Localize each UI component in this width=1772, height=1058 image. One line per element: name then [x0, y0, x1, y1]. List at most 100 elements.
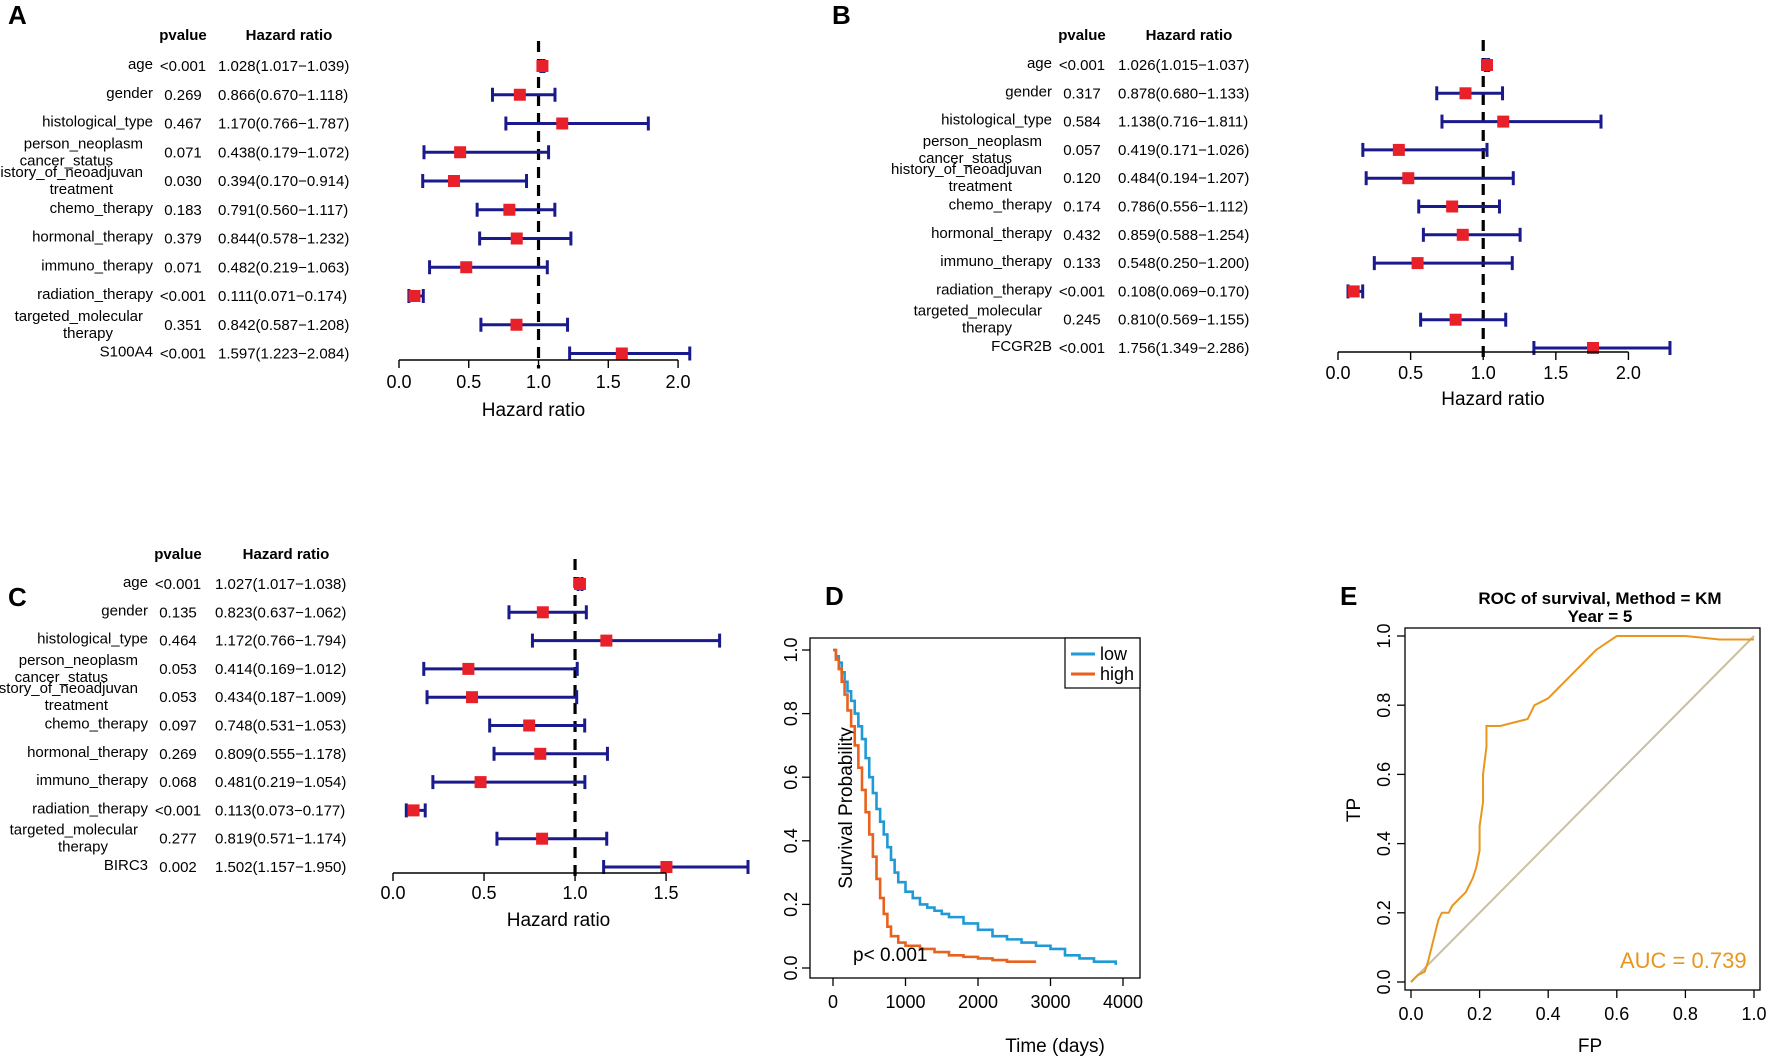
- panel-b-hr-point: [1459, 87, 1472, 100]
- km-plot-frame: [809, 637, 1141, 979]
- panel-c-hr-point: [573, 578, 586, 590]
- km-y-tick-label: 0.0: [781, 955, 801, 980]
- panel-a-row-hazard-ratio: 0.394(0.170−0.914): [218, 173, 349, 190]
- panel-b-row-hazard-ratio: 0.859(0.588−1.254): [1118, 227, 1249, 244]
- panel-b-x-axis-title: Hazard ratio: [1441, 389, 1545, 410]
- panel-a-row-hazard-ratio: 0.844(0.578−1.232): [218, 231, 349, 248]
- roc-y-tick-label: 0.8: [1374, 693, 1394, 718]
- panel-c-row-label-cont: cancer_status: [15, 669, 108, 686]
- panel-c-letter: C: [8, 582, 27, 612]
- km-x-tick-label: 1000: [885, 992, 925, 1012]
- panel-b-hr-point: [1587, 342, 1600, 354]
- panel-c-row-hazard-ratio: 1.027(1.017−1.038): [215, 576, 346, 593]
- panel-c-hr-point: [523, 719, 536, 732]
- panel-b-row-hazard-ratio: 1.756(1.349−2.286): [1118, 340, 1249, 357]
- panel-c-row-hazard-ratio: 0.414(0.169−1.012): [215, 661, 346, 678]
- panel-b-row-hazard-ratio: 1.026(1.015−1.037): [1118, 57, 1249, 74]
- panel-b-row-hazard-ratio: 0.810(0.569−1.155): [1118, 312, 1249, 329]
- panel-c-row-hazard-ratio: 0.809(0.555−1.178): [215, 746, 346, 763]
- panel-c-x-tick-label: 1.5: [654, 883, 679, 903]
- panel-a-hr-point: [510, 318, 523, 331]
- panel-a-row-pvalue: <0.001: [160, 346, 206, 363]
- panel-b-row-pvalue: 0.584: [1063, 114, 1101, 131]
- km-curve-high: [833, 648, 1036, 963]
- panel-a-x-tick-label: 0.5: [456, 372, 481, 392]
- km-x-tick-label: 2000: [958, 992, 998, 1012]
- panel-b-row-label: gender: [1005, 83, 1052, 100]
- panel-c-row-label: gender: [101, 602, 148, 619]
- panel-b-row-hazard-ratio: 0.484(0.194−1.207): [1118, 170, 1249, 187]
- panel-c-row-label: targeted_molecular: [10, 822, 138, 839]
- panel-c-hr-point: [466, 691, 479, 704]
- km-y-tick-label: 0.2: [781, 892, 801, 917]
- roc-y-tick-label: 0.4: [1374, 831, 1394, 856]
- panel-b-hr-point: [1449, 313, 1462, 326]
- roc-title: ROC of survival, Method = KM: [1478, 589, 1721, 608]
- panel-a-row-label-cont: cancer_status: [20, 152, 113, 169]
- panel-b-hr-point: [1497, 115, 1510, 128]
- panel-a-row-pvalue: 0.467: [164, 116, 202, 133]
- panel-a-row-label: gender: [106, 85, 153, 102]
- panel-b-row-label-cont: treatment: [949, 178, 1013, 195]
- panel-b-row-label: histological_type: [941, 112, 1052, 129]
- km-legend-label-high: high: [1100, 664, 1134, 684]
- panel-a-hr-point: [503, 203, 516, 216]
- panel-c-hr-point: [474, 776, 487, 789]
- panel-b-row-pvalue: 0.057: [1063, 142, 1101, 159]
- panel-c-row-hazard-ratio: 0.748(0.531−1.053): [215, 718, 346, 735]
- panel-a-row-hazard-ratio: 0.438(0.179−1.072): [218, 144, 349, 161]
- roc-diagonal-line: [1410, 635, 1755, 983]
- panel-a-pvalue-header: pvalue: [159, 27, 207, 44]
- panel-b-x-tick-label: 0.5: [1398, 363, 1423, 383]
- panel-c-row-pvalue: 0.053: [159, 689, 197, 706]
- panel-b-row-pvalue: <0.001: [1059, 57, 1105, 74]
- km-curve-low: [833, 648, 1118, 965]
- panel-a-row-label: radiation_therapy: [37, 286, 153, 303]
- panel-c-row-hazard-ratio: 0.481(0.219−1.054): [215, 774, 346, 791]
- panel-c-hr-point: [660, 861, 673, 873]
- panel-a-row-hazard-ratio: 0.111(0.071−0.174): [218, 288, 347, 305]
- km-x-axis-title: Time (days): [1005, 1036, 1105, 1057]
- panel-c-row-label: age: [123, 574, 148, 591]
- panel-b-x-tick-label: 0.0: [1325, 363, 1350, 383]
- panel-c-row-hazard-ratio: 1.172(0.766−1.794): [215, 633, 346, 650]
- panel-b-row-label: immuno_therapy: [940, 253, 1052, 270]
- panel-a-row-pvalue: 0.030: [164, 173, 202, 190]
- panel-c-row-hazard-ratio: 0.434(0.187−1.009): [215, 689, 346, 706]
- panel-a-row-label-cont: treatment: [50, 181, 114, 198]
- panel-c-row-pvalue: 0.277: [159, 831, 197, 848]
- panel-c-row-label: chemo_therapy: [45, 716, 149, 733]
- panel-b-hr-point: [1402, 172, 1415, 185]
- km-x-tick-label: 0: [828, 992, 838, 1012]
- panel-a-row-hazard-ratio: 0.791(0.560−1.117): [218, 202, 348, 219]
- roc-y-tick-label: 0.6: [1374, 762, 1394, 787]
- roc-x-tick-label: 0.8: [1673, 1004, 1698, 1024]
- panel-a-x-tick-label: 0.0: [386, 372, 411, 392]
- panel-b-row-label: hormonal_therapy: [931, 225, 1052, 242]
- panel-c-x-tick-label: 0.5: [472, 883, 497, 903]
- panel-a-hr-point: [615, 347, 628, 360]
- panel-b-hr-point: [1392, 143, 1405, 156]
- panel-a-row-hazard-ratio: 1.170(0.766−1.787): [218, 116, 349, 133]
- roc-x-axis-title: FP: [1578, 1036, 1602, 1057]
- panel-b-row-pvalue: 0.317: [1063, 85, 1101, 102]
- panel-c-row-pvalue: 0.068: [159, 774, 197, 791]
- panel-b-row-hazard-ratio: 0.786(0.556−1.112): [1118, 199, 1248, 216]
- panel-c-row-label: immuno_therapy: [36, 772, 148, 789]
- roc-plot-frame: [1404, 627, 1761, 991]
- panel-a-hr-point: [408, 290, 421, 302]
- panel-a-row-label: hormonal_therapy: [32, 229, 153, 246]
- roc-y-axis-title: TP: [1344, 798, 1365, 822]
- panel-c-row-hazard-ratio: 1.502(1.157−1.950): [215, 859, 346, 876]
- panel-b-row-label: targeted_molecular: [914, 303, 1042, 320]
- panel-c-row-pvalue: 0.464: [159, 633, 197, 650]
- panel-a-hr-point: [447, 175, 460, 187]
- roc-x-tick-label: 0.6: [1604, 1004, 1629, 1024]
- panel-c-hr-point: [407, 804, 420, 817]
- panel-a-hr-point: [460, 261, 473, 274]
- panel-a-hr-point: [536, 60, 549, 72]
- panel-c-hr-point: [600, 634, 613, 647]
- panel-b-hr-point: [1411, 257, 1424, 270]
- roc-y-tick-label: 1.0: [1374, 623, 1394, 648]
